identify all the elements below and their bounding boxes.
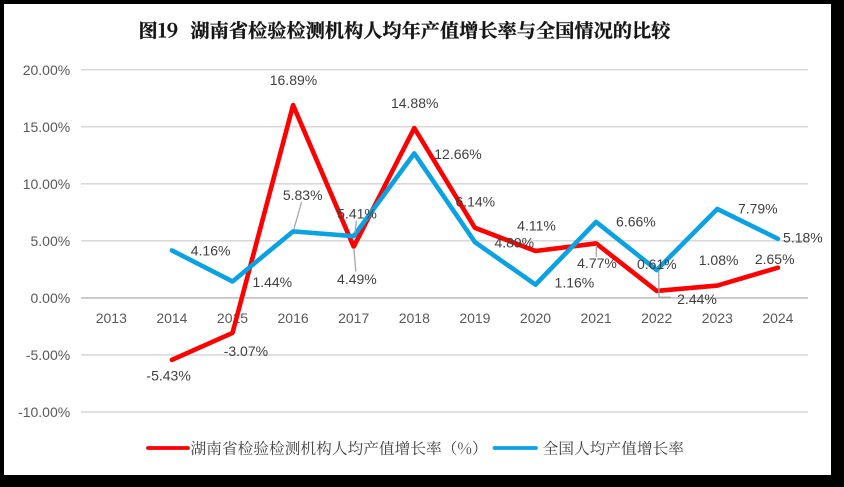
svg-text:10.00%: 10.00% [23,176,70,192]
svg-text:2022: 2022 [641,310,672,326]
svg-text:4.16%: 4.16% [191,242,231,258]
svg-text:-10.00%: -10.00% [18,404,70,420]
svg-text:4.49%: 4.49% [337,271,377,287]
svg-text:4.77%: 4.77% [577,255,617,271]
svg-text:2019: 2019 [459,310,490,326]
svg-text:1.16%: 1.16% [555,274,595,290]
svg-text:2020: 2020 [520,310,551,326]
svg-text:2.44%: 2.44% [677,291,717,307]
svg-text:14.88%: 14.88% [391,95,438,111]
svg-text:2.65%: 2.65% [755,251,795,267]
svg-text:5.83%: 5.83% [283,187,323,203]
svg-text:5.18%: 5.18% [783,230,823,246]
svg-text:2013: 2013 [96,310,127,326]
svg-text:6.14%: 6.14% [455,193,495,209]
svg-text:1.44%: 1.44% [252,274,292,290]
svg-text:1.08%: 1.08% [699,252,739,268]
svg-text:4.89%: 4.89% [494,235,534,251]
svg-text:15.00%: 15.00% [23,119,70,135]
svg-text:2021: 2021 [581,310,612,326]
svg-text:5.41%: 5.41% [337,205,377,221]
svg-text:12.66%: 12.66% [434,146,481,162]
svg-text:2015: 2015 [217,310,248,326]
svg-text:0.00%: 0.00% [30,290,70,306]
svg-text:0.61%: 0.61% [637,256,677,272]
svg-text:-5.00%: -5.00% [26,347,70,363]
svg-text:2016: 2016 [278,310,309,326]
svg-text:20.00%: 20.00% [23,62,70,78]
svg-text:4.11%: 4.11% [517,218,556,234]
svg-text:2017: 2017 [338,310,369,326]
svg-text:5.00%: 5.00% [30,233,70,249]
svg-text:2014: 2014 [156,310,187,326]
svg-text:16.89%: 16.89% [270,72,317,88]
svg-text:2018: 2018 [399,310,430,326]
svg-text:-5.43%: -5.43% [146,367,190,383]
svg-text:2024: 2024 [762,310,793,326]
svg-text:-3.07%: -3.07% [224,343,268,359]
svg-text:2023: 2023 [702,310,733,326]
svg-text:7.79%: 7.79% [738,201,778,217]
svg-text:6.66%: 6.66% [616,213,656,229]
